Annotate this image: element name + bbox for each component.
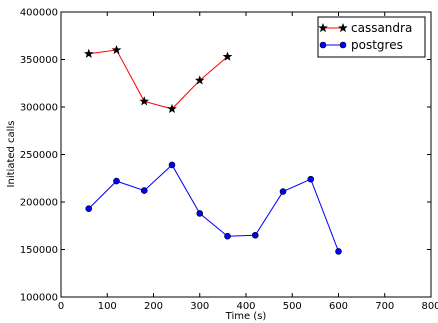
y-tick-label: 100000 [20,293,58,304]
x-tick-label: 700 [375,301,394,312]
legend-label: cassandra [351,21,412,35]
legend-marker [339,41,347,49]
data-point-cassandra [222,51,233,61]
x-tick-label: 500 [283,301,302,312]
y-axis-ticks: 100000 150000 200000 250000 300000 350000 4000… [20,8,431,304]
data-point-postgres [335,248,342,255]
series-line-cassandra [88,49,228,110]
data-point-postgres [196,210,204,217]
data-point-postgres [224,232,231,240]
y-tick-label: 250000 [20,150,58,161]
legend-marker [318,22,328,33]
x-tick-label: 600 [329,301,348,312]
data-point-cassandra [194,75,205,85]
legend-marker [319,41,327,49]
data-point-cassandra [111,44,122,55]
y-tick-label: 350000 [20,55,58,66]
data-point-postgres [251,231,259,239]
y-tick-label: 150000 [20,245,58,256]
data-point-postgres [85,205,93,212]
legend-label: postgres [351,38,403,52]
legend: cassandra postgres [317,16,426,58]
legend-item-postgres: postgres [319,38,403,52]
data-point-postgres [113,177,120,185]
data-point-postgres [279,188,287,195]
series-line-postgres [88,164,339,252]
data-point-postgres [140,187,148,194]
x-tick-label: 0 [58,301,64,312]
x-axis-label: Time (s) [225,311,267,322]
x-tick-label: 200 [144,301,163,312]
legend-marker [338,22,348,33]
series-postgres [85,161,342,255]
x-tick-label: 400 [236,301,255,312]
y-tick-label: 200000 [20,198,58,209]
x-tick-label: 300 [190,301,209,312]
data-point-postgres [307,175,315,183]
data-point-postgres [168,161,176,169]
legend-item-cassandra: cassandra [318,21,412,35]
x-axis-ticks: 0 100 200 300 400 500 600 700 800 [58,12,438,312]
data-point-cassandra [139,96,150,106]
x-tick-label: 800 [421,301,438,312]
series-cassandra [83,44,233,113]
y-tick-label: 300000 [20,103,58,114]
x-tick-label: 100 [98,301,117,312]
series-layer [83,44,342,255]
data-point-cassandra [167,103,177,113]
data-point-cassandra [83,48,94,58]
y-axis-label: Initiated calls [6,121,17,188]
plot-area [60,11,432,298]
y-tick-label: 400000 [20,8,58,19]
legend-box [317,16,426,58]
